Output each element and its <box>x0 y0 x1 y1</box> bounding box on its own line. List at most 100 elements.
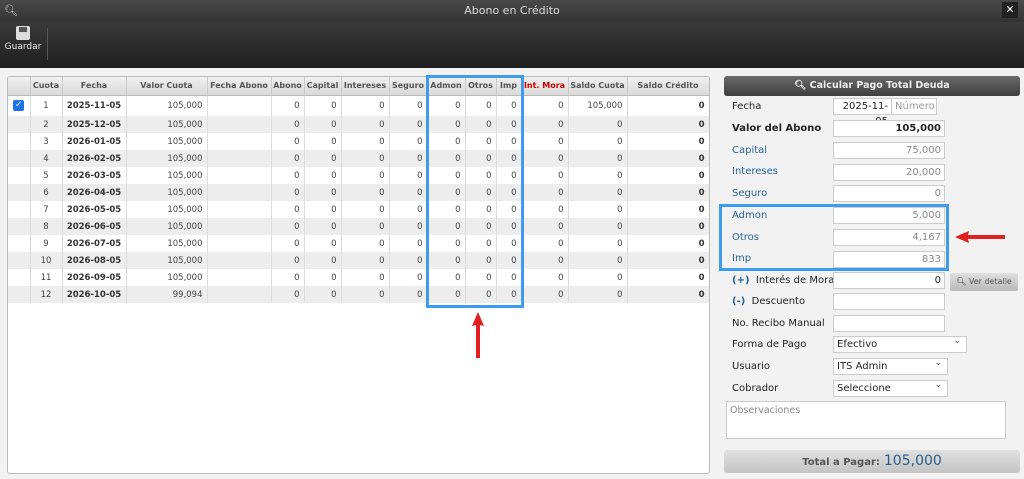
table-row[interactable]: 2 2025-12-05 105,000 0 0 0 0 0 0 0 0 0 0 <box>8 116 709 133</box>
usuario-label: Usuario <box>732 361 771 372</box>
seguro-input[interactable]: 0 <box>833 185 945 202</box>
cobrador-label: Cobrador <box>732 383 779 394</box>
row-checkbox-cell[interactable] <box>8 184 31 201</box>
cell-imp: 0 <box>496 235 522 252</box>
table-row[interactable]: 3 2026-01-05 105,000 0 0 0 0 0 0 0 0 0 0 <box>8 133 709 150</box>
column-header[interactable]: Saldo Cuota <box>568 77 628 96</box>
otros-input[interactable]: 4,167 <box>833 229 945 246</box>
table-row[interactable]: 10 2026-08-05 105,000 0 0 0 0 0 0 0 0 0 0 <box>8 252 709 269</box>
table-row[interactable]: 8 2026-06-05 105,000 0 0 0 0 0 0 0 0 0 0 <box>8 218 709 235</box>
cell-seguro: 0 <box>389 133 428 150</box>
table-row[interactable]: 5 2026-03-05 105,000 0 0 0 0 0 0 0 0 0 0 <box>8 167 709 184</box>
forma-pago-select[interactable]: Efectivo <box>833 334 967 353</box>
recibo-input[interactable] <box>833 315 945 332</box>
table-row[interactable]: 11 2026-09-05 105,000 0 0 0 0 0 0 0 0 0 0 <box>8 269 709 286</box>
row-checkbox-cell[interactable] <box>8 235 31 252</box>
ver-detalle-button[interactable]: 🔍︎ Ver detalle <box>950 273 1018 291</box>
row-checkbox-cell[interactable] <box>8 201 31 218</box>
close-icon[interactable]: ✕ <box>1002 2 1018 18</box>
cell-saldo_cuota: 0 <box>568 235 628 252</box>
cell-admon: 0 <box>427 116 466 133</box>
cell-fecha: 2026-06-05 <box>62 218 127 235</box>
imp-label: Imp <box>732 253 752 264</box>
column-header[interactable]: Otros <box>465 77 497 96</box>
cell-seguro: 0 <box>389 252 428 269</box>
column-header[interactable]: Intereses <box>341 77 390 96</box>
valor-input[interactable]: 105,000 <box>833 120 945 137</box>
save-button[interactable]: Guardar <box>4 26 42 62</box>
mora-input[interactable]: 0 <box>833 272 945 289</box>
cell-mora: 0 <box>521 252 569 269</box>
cell-admon: 0 <box>427 184 466 201</box>
search-icon[interactable]: 🔍︎ <box>4 4 18 17</box>
cell-otros: 0 <box>465 235 497 252</box>
cell-otros: 0 <box>465 269 497 286</box>
table-row[interactable]: 12 2026-10-05 99,094 0 0 0 0 0 0 0 0 0 0 <box>8 286 709 303</box>
capital-input[interactable]: 75,000 <box>833 142 945 159</box>
intereses-input[interactable]: 20,000 <box>833 164 945 181</box>
cell-imp: 0 <box>496 252 522 269</box>
table-row[interactable]: 4 2026-02-05 105,000 0 0 0 0 0 0 0 0 0 0 <box>8 150 709 167</box>
column-header[interactable]: Admon <box>427 77 466 96</box>
column-header[interactable]: Fecha Abono <box>207 77 272 96</box>
cell-fecha: 2025-11-05 <box>62 95 127 116</box>
cell-abono: 0 <box>271 167 305 184</box>
column-header[interactable]: Abono <box>271 77 305 96</box>
cell-intereses: 0 <box>341 116 390 133</box>
cell-otros: 0 <box>465 167 497 184</box>
table-row[interactable]: ✓ 1 2025-11-05 105,000 0 0 0 0 0 0 0 0 105,000 0 <box>8 95 709 116</box>
cell-intereses: 0 <box>341 133 390 150</box>
row-checkbox-cell[interactable] <box>8 150 31 167</box>
cell-imp: 0 <box>496 184 522 201</box>
column-header[interactable]: Capital <box>304 77 342 96</box>
cell-otros: 0 <box>465 201 497 218</box>
cobrador-select[interactable]: Seleccione <box>833 378 948 397</box>
column-header[interactable]: Seguro <box>389 77 428 96</box>
column-header[interactable]: Imp <box>496 77 522 96</box>
cell-imp: 0 <box>496 95 522 116</box>
row-checkbox-cell[interactable] <box>8 286 31 303</box>
cell-abono: 0 <box>271 133 305 150</box>
column-header[interactable]: Int. Mora <box>521 77 569 96</box>
row-checkbox-cell[interactable] <box>8 133 31 150</box>
row-checkbox-cell[interactable] <box>8 269 31 286</box>
cell-saldo_credito: 0 <box>627 235 709 252</box>
imp-input[interactable]: 833 <box>833 251 945 268</box>
column-header[interactable]: Fecha <box>62 77 127 96</box>
column-header[interactable] <box>8 77 31 96</box>
calculate-total-button[interactable]: 🔍︎ Calcular Pago Total Deuda <box>724 76 1020 96</box>
column-header[interactable]: Valor Cuota <box>126 77 208 96</box>
descuento-input[interactable] <box>833 293 945 310</box>
column-header[interactable]: Cuota <box>30 77 63 96</box>
toolbar: Guardar <box>0 22 1024 68</box>
cell-admon: 0 <box>427 286 466 303</box>
cell-intereses: 0 <box>341 167 390 184</box>
row-checkbox-cell[interactable]: ✓ <box>8 95 31 116</box>
cell-saldo_cuota: 0 <box>568 167 628 184</box>
cell-fecha_abono <box>207 201 272 218</box>
cell-intereses: 0 <box>341 95 390 116</box>
cell-abono: 0 <box>271 150 305 167</box>
cell-cuota: 5 <box>30 167 63 184</box>
recibo-label: No. Recibo Manual <box>732 318 825 329</box>
usuario-select[interactable]: ITS Admin <box>833 356 948 375</box>
row-checkbox-cell[interactable] <box>8 167 31 184</box>
cell-seguro: 0 <box>389 286 428 303</box>
cell-fecha: 2026-03-05 <box>62 167 127 184</box>
fecha-input[interactable]: 2025-11-05 <box>833 98 892 127</box>
table-row[interactable]: 7 2026-05-05 105,000 0 0 0 0 0 0 0 0 0 0 <box>8 201 709 218</box>
plus-sign: (+) <box>732 275 750 286</box>
checkbox-checked[interactable]: ✓ <box>13 100 25 112</box>
observaciones-textarea[interactable]: Observaciones <box>726 401 1006 439</box>
column-header[interactable]: Saldo Crédito <box>627 77 709 96</box>
admon-input[interactable]: 5,000 <box>833 207 945 224</box>
cell-mora: 0 <box>521 218 569 235</box>
table-row[interactable]: 6 2026-04-05 105,000 0 0 0 0 0 0 0 0 0 0 <box>8 184 709 201</box>
numero-input[interactable]: Número <box>891 98 937 115</box>
row-checkbox-cell[interactable] <box>8 252 31 269</box>
capital-label: Capital <box>732 145 768 156</box>
cell-cuota: 8 <box>30 218 63 235</box>
table-row[interactable]: 9 2026-07-05 105,000 0 0 0 0 0 0 0 0 0 0 <box>8 235 709 252</box>
row-checkbox-cell[interactable] <box>8 218 31 235</box>
row-checkbox-cell[interactable] <box>8 116 31 133</box>
